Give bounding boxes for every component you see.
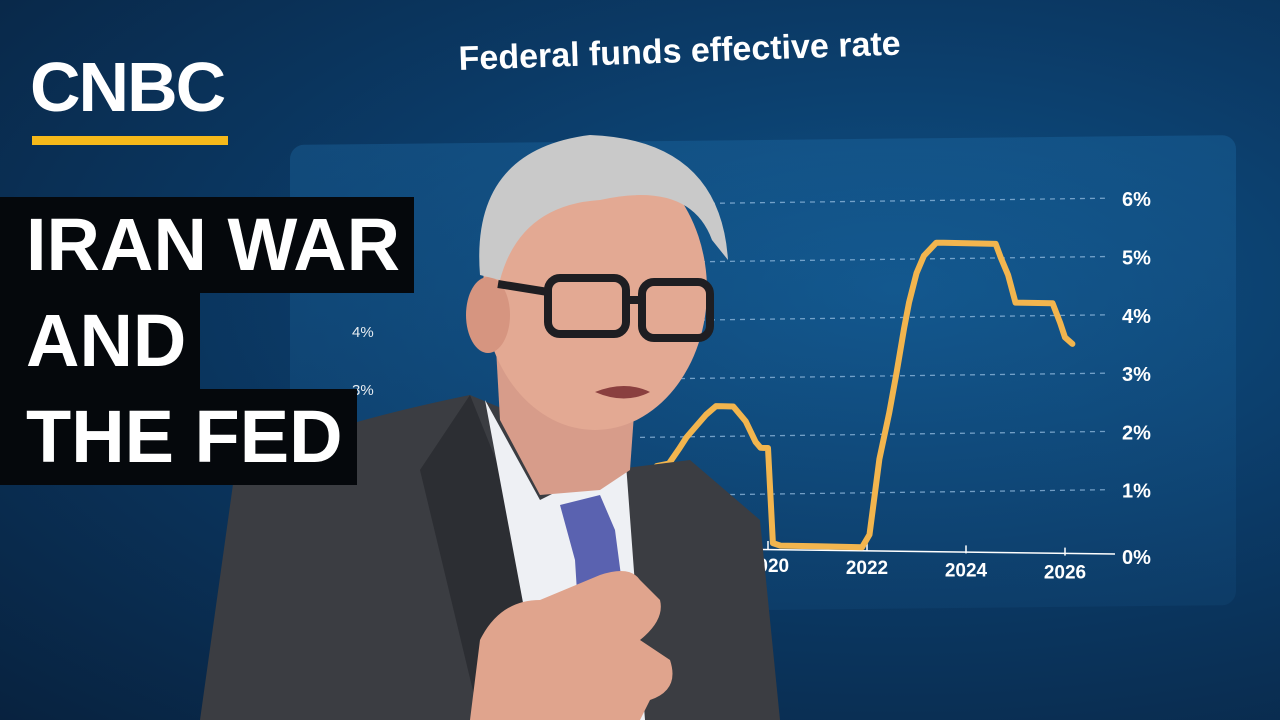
headline-line-1: IRAN WAR <box>0 197 415 293</box>
head <box>483 150 707 430</box>
y-tick-label: 3% <box>1122 364 1151 386</box>
y-tick-label: 5% <box>1122 248 1151 270</box>
gridline <box>639 255 1111 264</box>
glasses-icon <box>497 274 714 342</box>
logo-underline <box>32 136 228 145</box>
gridline <box>639 197 1111 205</box>
hair <box>479 135 728 280</box>
cnbc-logo: CNBC <box>30 48 226 126</box>
y-tick-label: 4% <box>1122 306 1151 328</box>
mouth <box>595 386 650 399</box>
x-tick-label: 2024 <box>945 560 988 581</box>
y-tick-label: 6% <box>1122 189 1151 211</box>
x-tick-label: 2022 <box>846 558 888 579</box>
y-tick-label: 1% <box>1122 481 1151 503</box>
gridline <box>639 314 1111 322</box>
headline-line-2: AND <box>0 293 201 389</box>
left-tick-label: 4% <box>352 324 374 341</box>
gridline <box>639 372 1111 380</box>
x-tick-label: 2026 <box>1044 563 1086 584</box>
y-tick-label: 2% <box>1122 422 1151 444</box>
left-tick-label: 3% <box>352 382 374 399</box>
ear <box>466 277 510 353</box>
gridline <box>639 489 1111 497</box>
gridline <box>639 430 1111 439</box>
y-tick-label: 0% <box>1122 547 1151 569</box>
headline-line-3: THE FED <box>0 389 357 485</box>
hand <box>470 571 673 720</box>
rate-line <box>646 239 1076 551</box>
